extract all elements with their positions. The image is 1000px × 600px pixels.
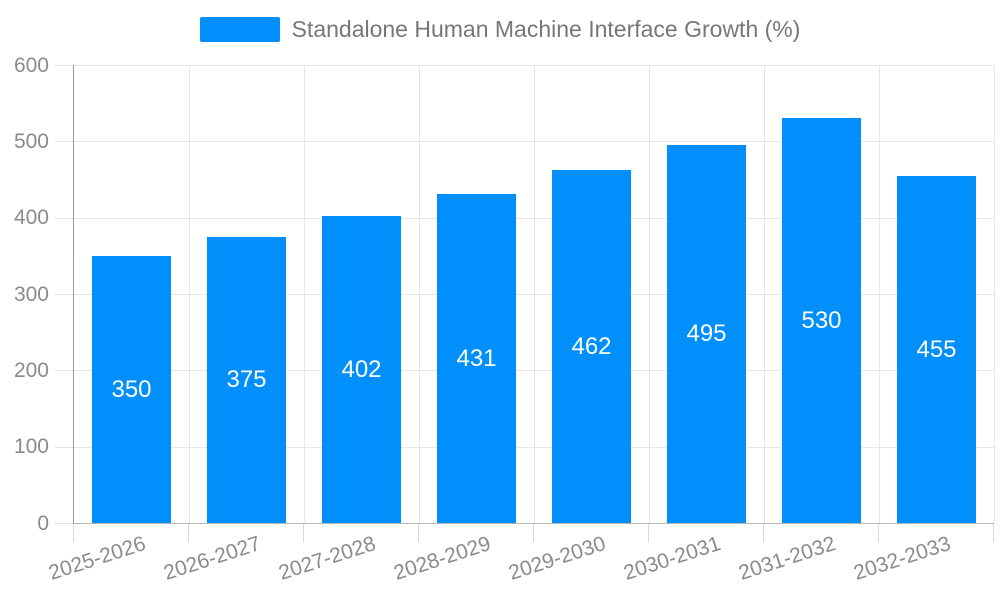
bar-value-label: 462 [571, 332, 612, 360]
x-axis-tick [303, 524, 304, 542]
y-axis-tick [55, 370, 73, 372]
y-axis-label: 300 [13, 282, 49, 306]
y-axis-tick [55, 446, 73, 448]
legend-label: Standalone Human Machine Interface Growt… [291, 16, 801, 42]
x-axis-label: 2028-2029 [390, 532, 494, 585]
y-axis-tick [55, 294, 73, 295]
vertical-gridline [994, 65, 995, 523]
vertical-gridline [304, 65, 305, 523]
vertical-gridline [879, 65, 880, 523]
x-axis-label: 2026-2027 [160, 532, 264, 585]
x-axis-label: 2030-2031 [620, 532, 724, 585]
bar[interactable]: 431 [437, 194, 516, 523]
x-axis-tick [533, 524, 534, 542]
bar[interactable]: 495 [667, 145, 746, 523]
y-axis-tick [55, 217, 73, 219]
x-axis-tick [648, 524, 649, 542]
bar-value-label: 455 [916, 335, 957, 363]
bar-value-label: 530 [801, 306, 842, 334]
bar[interactable]: 530 [782, 118, 861, 523]
x-axis-tick [73, 524, 74, 542]
x-axis-label: 2027-2028 [275, 532, 379, 585]
x-axis-label: 2029-2030 [505, 532, 609, 585]
bar[interactable]: 402 [322, 216, 401, 523]
x-axis-tick [188, 524, 189, 542]
vertical-gridline [649, 65, 650, 523]
bar[interactable]: 462 [552, 170, 631, 523]
y-axis-tick [55, 141, 73, 143]
bar-value-label: 495 [686, 320, 727, 347]
bar[interactable]: 455 [897, 176, 976, 523]
bar[interactable]: 375 [207, 237, 286, 523]
bar-value-label: 431 [456, 344, 497, 372]
bar[interactable]: 350 [92, 256, 171, 523]
plot-area: 350 375 402 431 462 495 530 455 [73, 65, 995, 524]
bar-value-label: 375 [226, 366, 267, 393]
vertical-gridline [534, 65, 535, 523]
y-axis-label: 400 [13, 206, 49, 230]
x-axis-tick [763, 524, 764, 542]
vertical-gridline [189, 65, 190, 523]
x-axis-tick [993, 524, 994, 542]
y-axis-tick [55, 65, 73, 66]
legend-item[interactable]: Standalone Human Machine Interface Growt… [0, 16, 1000, 43]
legend-swatch [199, 17, 280, 42]
y-axis-label: 100 [13, 435, 49, 459]
x-axis-label: 2032-2033 [850, 532, 954, 585]
y-axis-label: 200 [13, 358, 49, 382]
y-axis-tick [55, 523, 73, 524]
y-axis-label: 0 [37, 511, 49, 535]
x-axis-label: 2025-2026 [45, 532, 149, 585]
x-axis-tick [878, 524, 879, 542]
bar-value-label: 350 [111, 375, 152, 403]
vertical-gridline [419, 65, 420, 523]
y-axis-label: 500 [13, 129, 49, 153]
y-axis-label: 600 [13, 53, 49, 77]
x-axis-tick [418, 524, 419, 542]
vertical-gridline [764, 65, 765, 523]
bar-value-label: 402 [341, 355, 382, 383]
x-axis-label: 2031-2032 [735, 532, 839, 585]
